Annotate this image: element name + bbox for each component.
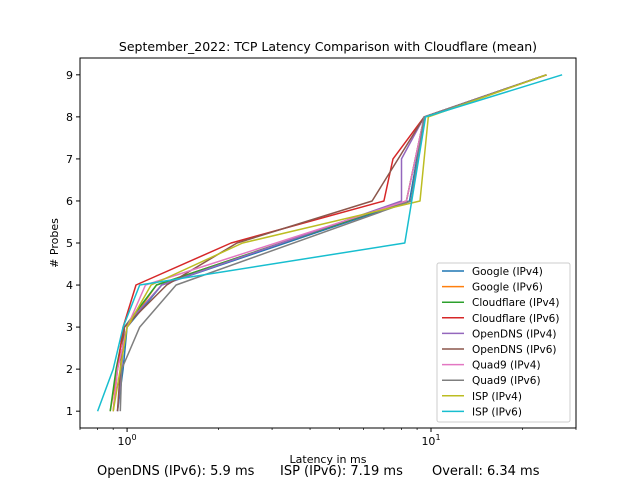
x-axis-label: Latency in ms: [290, 453, 367, 466]
series-line-7: [119, 74, 547, 412]
legend-label: OpenDNS (IPv4): [472, 328, 557, 340]
footer-isp-ipv6: ISP (IPv6): 7.19 ms: [280, 464, 403, 479]
y-axis-label: # Probes: [48, 218, 61, 268]
y-axis-ticks: 1 2 3 4 5 6 7 8 9: [66, 69, 80, 418]
legend-label: Cloudflare (IPv4): [472, 297, 559, 309]
y-tick-label: 6: [66, 195, 73, 208]
legend: Google (IPv4) Google (IPv6) Cloudflare (IP…: [436, 262, 571, 423]
footer-stats: OpenDNS (IPv6): 5.9 ms ISP (IPv6): 7.19 …: [0, 464, 640, 480]
y-tick-label: 4: [66, 279, 73, 292]
y-tick-label: 7: [66, 153, 73, 166]
legend-box: [436, 262, 571, 423]
legend-label: Google (IPv4): [472, 266, 543, 278]
legend-label: Google (IPv6): [472, 282, 543, 294]
legend-label: Quad9 (IPv6): [472, 375, 541, 387]
y-tick-label: 1: [66, 405, 73, 418]
series-line-8: [112, 74, 547, 412]
x-tick-label: 100: [118, 433, 137, 448]
series-line-3: [112, 74, 547, 412]
plot-lines: [96, 74, 563, 412]
footer-opendns-ipv6: OpenDNS (IPv6): 5.9 ms: [97, 464, 255, 479]
series-line-9: [96, 74, 563, 412]
y-tick-label: 8: [66, 111, 73, 124]
y-tick-label: 5: [66, 237, 73, 250]
legend-label: Cloudflare (IPv6): [472, 313, 559, 325]
chart-title: September_2022: TCP Latency Comparison w…: [119, 39, 537, 54]
y-tick-label: 9: [66, 69, 73, 82]
y-tick-label: 2: [66, 363, 73, 376]
legend-label: OpenDNS (IPv6): [472, 344, 557, 356]
legend-label: ISP (IPv6): [472, 406, 522, 418]
y-tick-label: 3: [66, 321, 73, 334]
legend-label: Quad9 (IPv4): [472, 360, 541, 372]
legend-label: ISP (IPv4): [472, 391, 522, 403]
x-tick-label: 101: [421, 433, 440, 448]
footer-overall: Overall: 6.34 ms: [432, 464, 540, 479]
x-axis-ticks: 100 101: [79, 428, 577, 448]
